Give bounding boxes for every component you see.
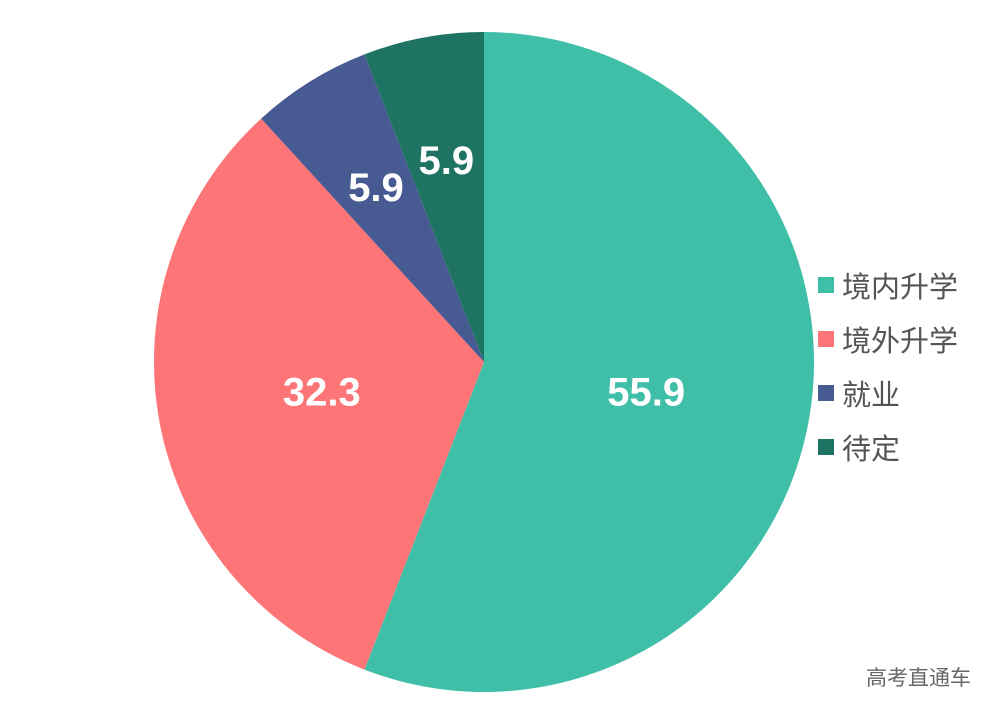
slice-data-label-1: 55.9 (607, 370, 685, 414)
legend-item-3: 就业 (818, 366, 993, 420)
watermark: 高考直通车 (866, 666, 971, 690)
pie-slice-1 (364, 32, 815, 693)
legend-label-3: 就业 (842, 378, 901, 412)
legend-label-1: 境内升学 (842, 270, 959, 304)
legend-item-1: 境内升学 (818, 258, 993, 312)
legend-swatch-2 (818, 331, 834, 347)
pie-slice-4 (364, 32, 484, 362)
legend-swatch-1 (818, 277, 834, 293)
legend-label-4: 待定 (842, 432, 901, 466)
pie-slice-2 (153, 118, 484, 670)
legend: 境内升学境外升学就业待定 (818, 258, 993, 474)
legend-item-4: 待定 (818, 420, 993, 474)
legend-item-2: 境外升学 (818, 312, 993, 366)
legend-swatch-3 (818, 385, 834, 401)
pie-slice-3 (261, 54, 484, 362)
legend-swatch-4 (818, 439, 834, 455)
slice-data-label-3: 5.9 (348, 166, 404, 210)
slice-data-label-4: 5.9 (418, 139, 474, 183)
legend-label-2: 境外升学 (842, 324, 959, 358)
slice-data-label-2: 32.3 (283, 370, 361, 414)
